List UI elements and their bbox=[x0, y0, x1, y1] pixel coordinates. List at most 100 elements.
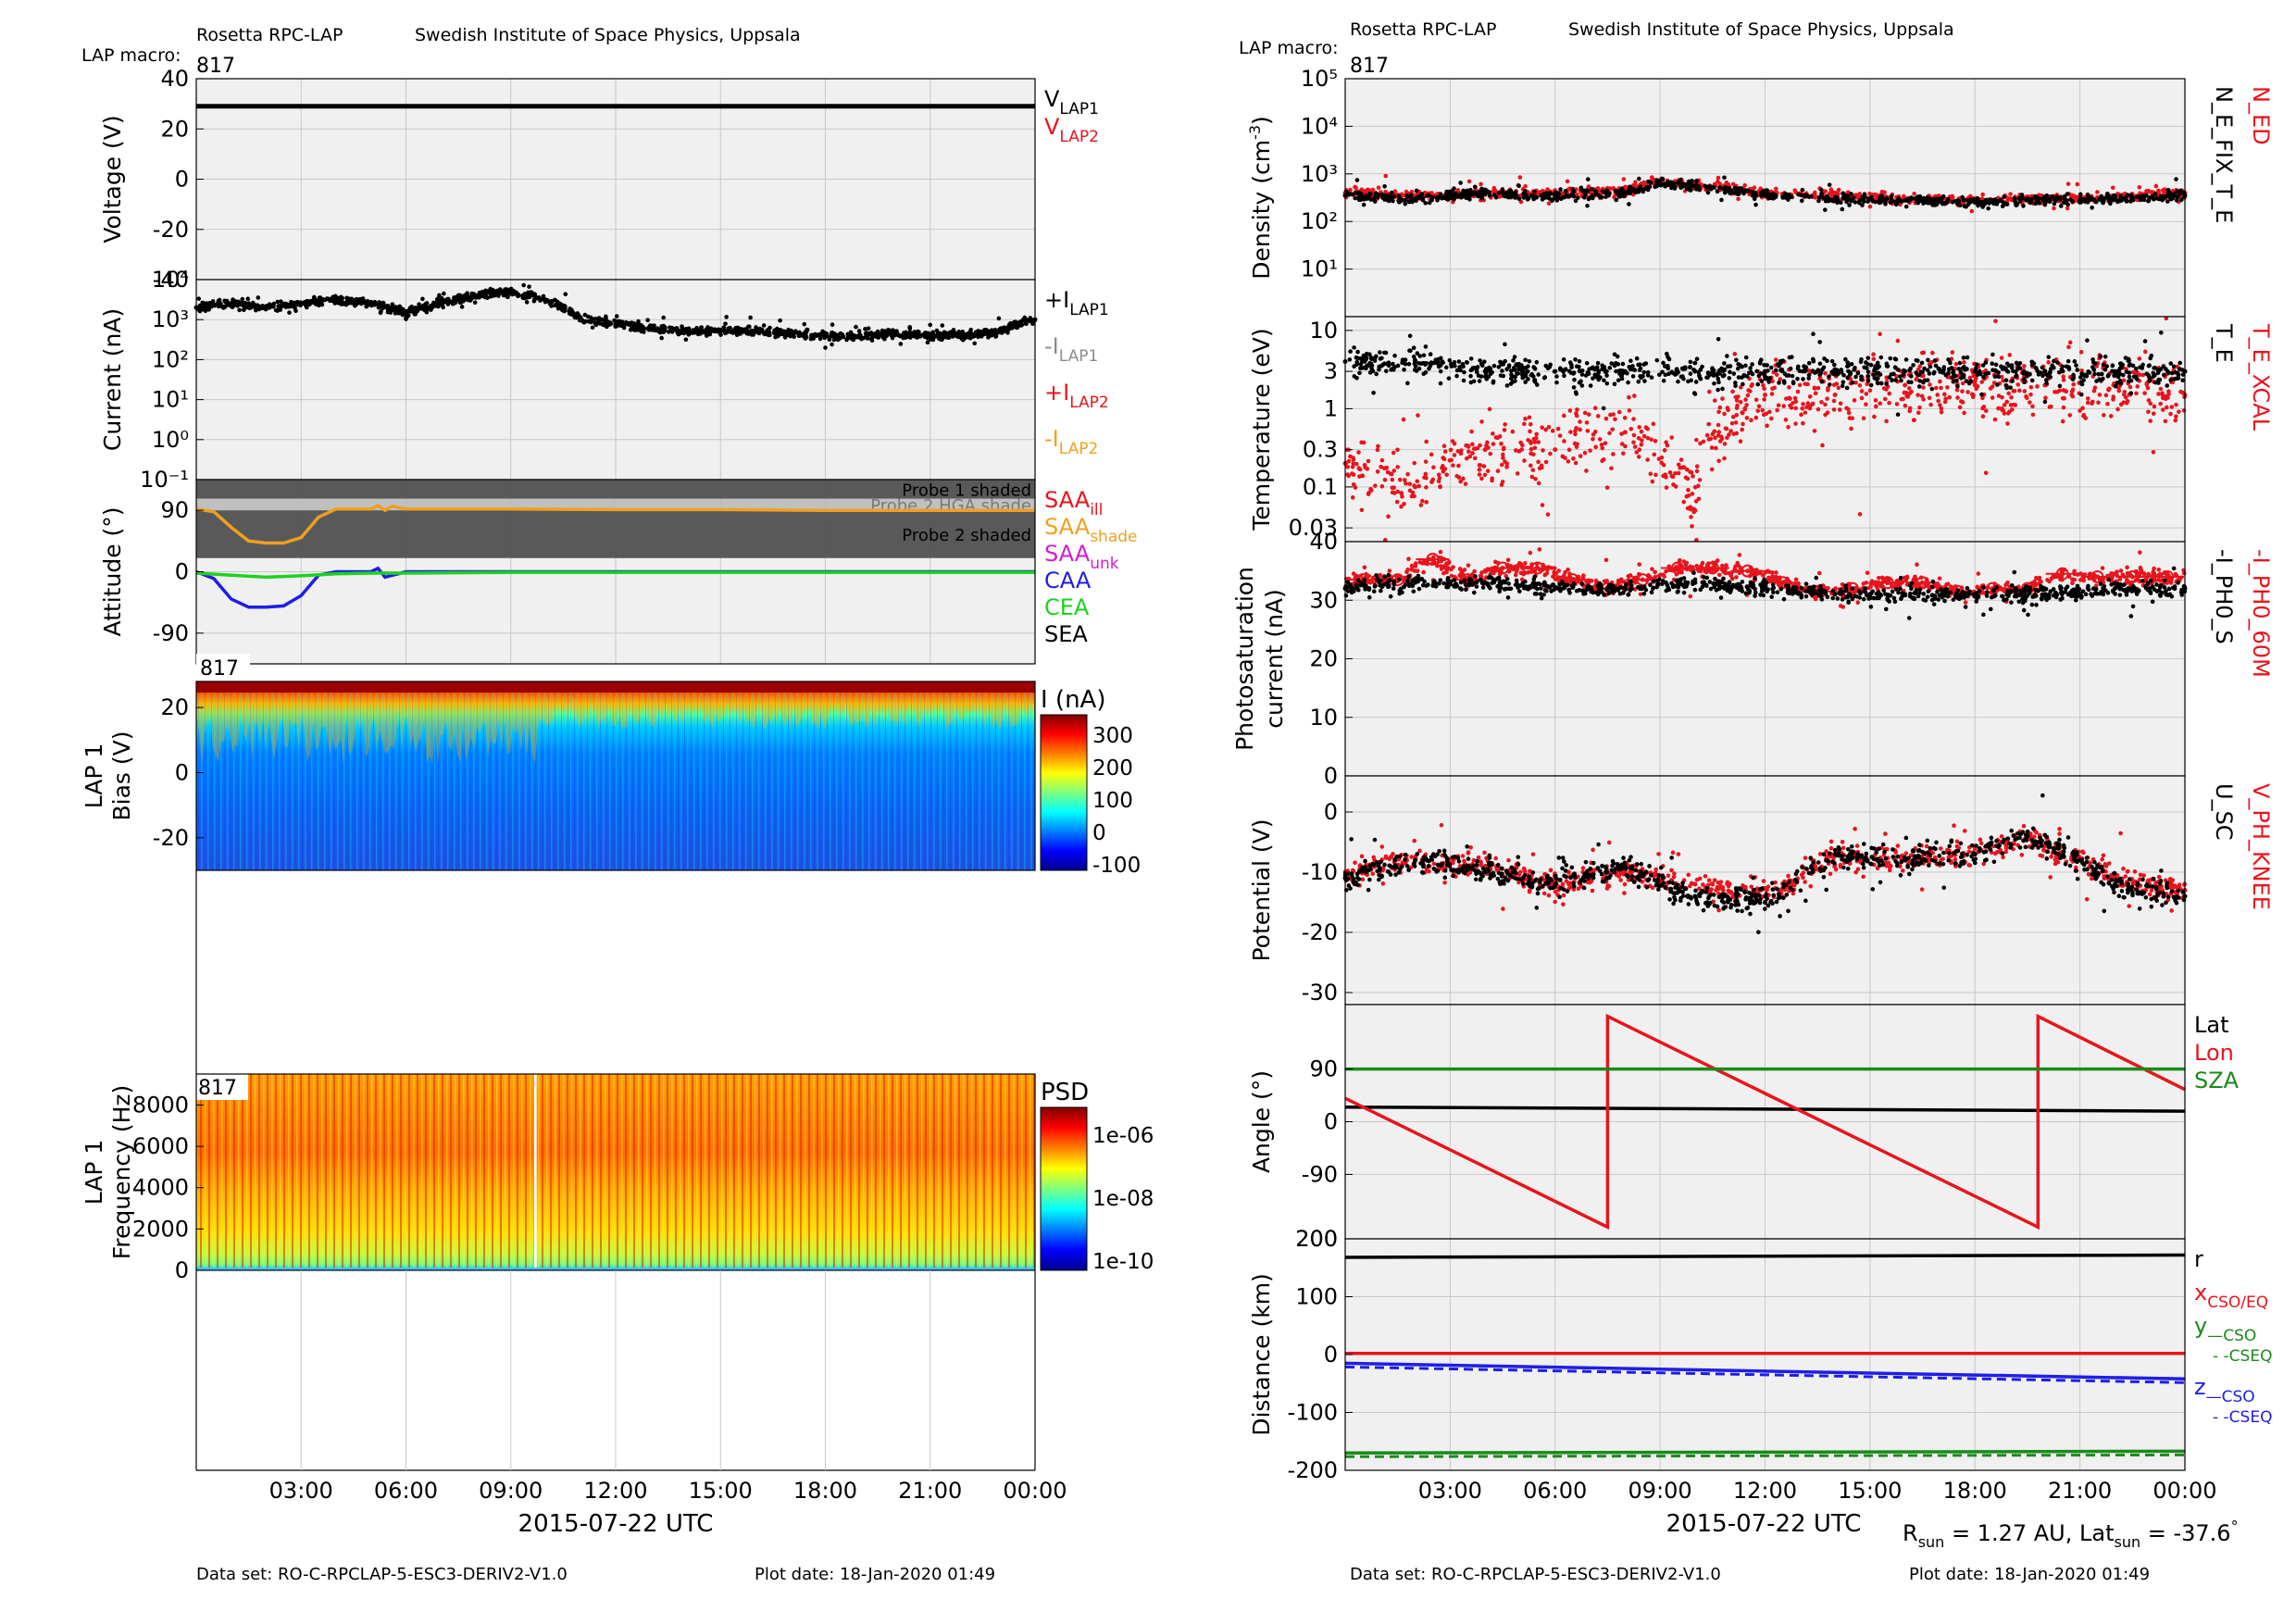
data-point bbox=[2054, 194, 2060, 199]
data-point bbox=[1693, 380, 1699, 384]
data-point bbox=[1396, 198, 1401, 204]
data-point bbox=[1788, 366, 1793, 371]
data-point bbox=[1626, 380, 1630, 385]
data-point bbox=[1379, 483, 1385, 489]
data-point bbox=[680, 324, 684, 329]
data-point bbox=[1716, 409, 1721, 415]
data-point bbox=[1443, 196, 1449, 201]
data-point bbox=[393, 311, 398, 316]
data-point bbox=[2156, 392, 2161, 396]
data-point bbox=[1619, 191, 1624, 196]
data-point bbox=[830, 342, 834, 347]
legend-entry: VLAP1 bbox=[1044, 86, 1099, 119]
data-point bbox=[1371, 197, 1377, 203]
data-point bbox=[223, 299, 228, 305]
data-point bbox=[1613, 417, 1617, 422]
data-point bbox=[1774, 186, 1778, 192]
data-point bbox=[2078, 200, 2082, 205]
data-point bbox=[1410, 490, 1416, 495]
data-point bbox=[1850, 380, 1855, 385]
data-point bbox=[482, 294, 488, 300]
data-point bbox=[2175, 194, 2180, 199]
data-point bbox=[2142, 391, 2147, 395]
data-point bbox=[1903, 204, 1909, 209]
data-point bbox=[2065, 206, 2070, 211]
data-point bbox=[1510, 429, 1516, 434]
data-point bbox=[2002, 403, 2007, 407]
data-point bbox=[459, 295, 464, 301]
data-point bbox=[1402, 501, 1406, 506]
data-point bbox=[2064, 389, 2069, 394]
data-point bbox=[1945, 196, 1951, 202]
data-point bbox=[1769, 392, 1775, 396]
data-point bbox=[1734, 188, 1739, 194]
data-point bbox=[2097, 393, 2103, 397]
data-point bbox=[1733, 420, 1739, 425]
data-point bbox=[1801, 402, 1805, 406]
data-point bbox=[1604, 485, 1610, 490]
data-point bbox=[1804, 405, 1809, 410]
data-point bbox=[1365, 467, 1370, 471]
data-point bbox=[1943, 396, 1948, 401]
data-point bbox=[840, 334, 845, 339]
data-point bbox=[1792, 188, 1798, 193]
data-point bbox=[472, 300, 478, 306]
data-point bbox=[2108, 414, 2114, 418]
data-point bbox=[415, 306, 419, 311]
data-point bbox=[1452, 441, 1457, 446]
data-point bbox=[2158, 194, 2164, 199]
data-point bbox=[2075, 181, 2080, 187]
data-point bbox=[1481, 464, 1487, 468]
data-point bbox=[636, 319, 641, 324]
data-point bbox=[1873, 398, 1878, 403]
data-point bbox=[1760, 189, 1766, 194]
data-point bbox=[975, 332, 980, 337]
data-point bbox=[1506, 365, 1512, 369]
data-point bbox=[1456, 475, 1462, 481]
data-point bbox=[1486, 445, 1491, 450]
data-point bbox=[727, 329, 731, 333]
data-point bbox=[2047, 199, 2053, 205]
data-point bbox=[1935, 393, 1940, 397]
data-point bbox=[1756, 404, 1762, 409]
data-point bbox=[754, 327, 759, 332]
colorbar-tick-label: 1e-06 bbox=[1092, 1124, 1154, 1148]
right-footer: Data set: RO-C-RPCLAP-5-ESC3-DERIV2-V1.0… bbox=[1350, 1565, 2150, 1584]
data-point bbox=[372, 299, 378, 305]
line-series-1 bbox=[195, 503, 1035, 545]
data-point bbox=[1536, 481, 1541, 486]
data-point bbox=[940, 334, 944, 339]
data-point bbox=[1819, 379, 1825, 384]
data-point bbox=[2074, 363, 2078, 368]
data-point bbox=[1550, 429, 1555, 433]
data-point bbox=[788, 333, 792, 339]
data-point bbox=[1448, 447, 1454, 453]
data-point bbox=[1458, 181, 1463, 185]
data-point bbox=[1661, 473, 1666, 479]
data-point bbox=[1478, 443, 1482, 448]
data-point bbox=[2044, 193, 2050, 198]
data-point bbox=[1395, 447, 1400, 453]
data-point bbox=[2138, 365, 2142, 369]
data-point bbox=[1621, 177, 1627, 181]
data-point bbox=[2168, 378, 2174, 382]
data-point bbox=[1857, 512, 1863, 517]
data-point bbox=[1902, 368, 1906, 373]
data-point bbox=[861, 335, 867, 341]
data-point bbox=[1755, 408, 1761, 414]
data-point bbox=[1722, 175, 1727, 181]
data-point bbox=[2035, 384, 2040, 389]
data-point bbox=[1694, 187, 1699, 192]
data-point bbox=[1379, 457, 1385, 463]
data-point bbox=[1582, 194, 1587, 200]
data-point bbox=[2061, 405, 2066, 410]
data-point bbox=[1522, 458, 1527, 463]
data-point bbox=[221, 304, 227, 309]
data-point bbox=[645, 318, 650, 323]
data-point bbox=[430, 306, 435, 310]
data-point bbox=[1730, 414, 1736, 419]
data-point bbox=[459, 305, 465, 309]
rsun-latsun-label: Rsun = 1.27 AU, Latsun = -37.6° bbox=[1903, 1518, 2239, 1551]
data-point bbox=[2019, 193, 2025, 197]
data-point bbox=[1582, 410, 1588, 416]
